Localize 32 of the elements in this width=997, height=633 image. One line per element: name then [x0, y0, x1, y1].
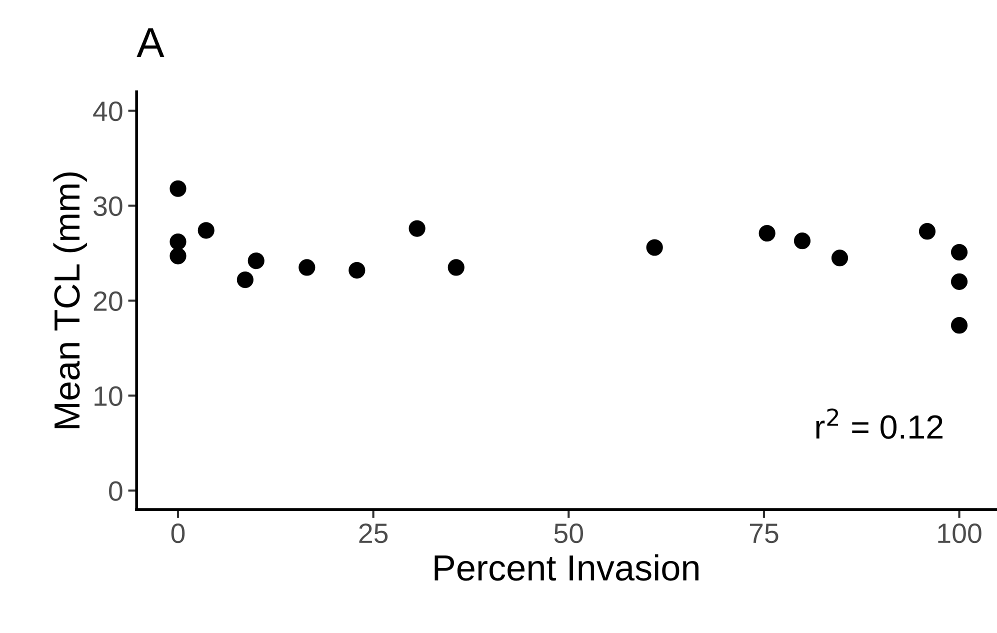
point [198, 222, 214, 239]
x-axis-title: Percent Invasion [434, 554, 698, 581]
point [248, 252, 264, 270]
point [298, 259, 316, 276]
point [950, 273, 968, 290]
x-tick-label: 100 [938, 523, 982, 544]
point [794, 232, 811, 250]
x-tick-label: 75 [750, 524, 778, 544]
x-tick-label: 50 [554, 523, 584, 544]
chart-title: A [136, 28, 164, 57]
point [950, 244, 968, 261]
point [170, 234, 186, 250]
point [348, 262, 366, 279]
y-tick-label: 40 [93, 101, 122, 122]
x-tick-label: 25 [359, 523, 388, 544]
point [918, 223, 936, 240]
annotation: r$^{2}$ = 0.12 [816, 408, 942, 439]
point [950, 317, 968, 334]
point [448, 259, 464, 276]
point [236, 271, 254, 288]
y-axis-title: Mean TCL (mm) [53, 172, 87, 428]
point [646, 239, 663, 256]
y-tick-label: 30 [94, 196, 122, 216]
point [170, 180, 186, 197]
y-tick-label: 20 [94, 291, 122, 312]
point [408, 220, 426, 237]
x-tick-label: 0 [171, 523, 185, 544]
y-tick-label: 10 [94, 386, 122, 406]
point [758, 224, 776, 242]
y-tick-label: 0 [109, 481, 122, 501]
point [170, 248, 186, 264]
point [831, 250, 848, 266]
